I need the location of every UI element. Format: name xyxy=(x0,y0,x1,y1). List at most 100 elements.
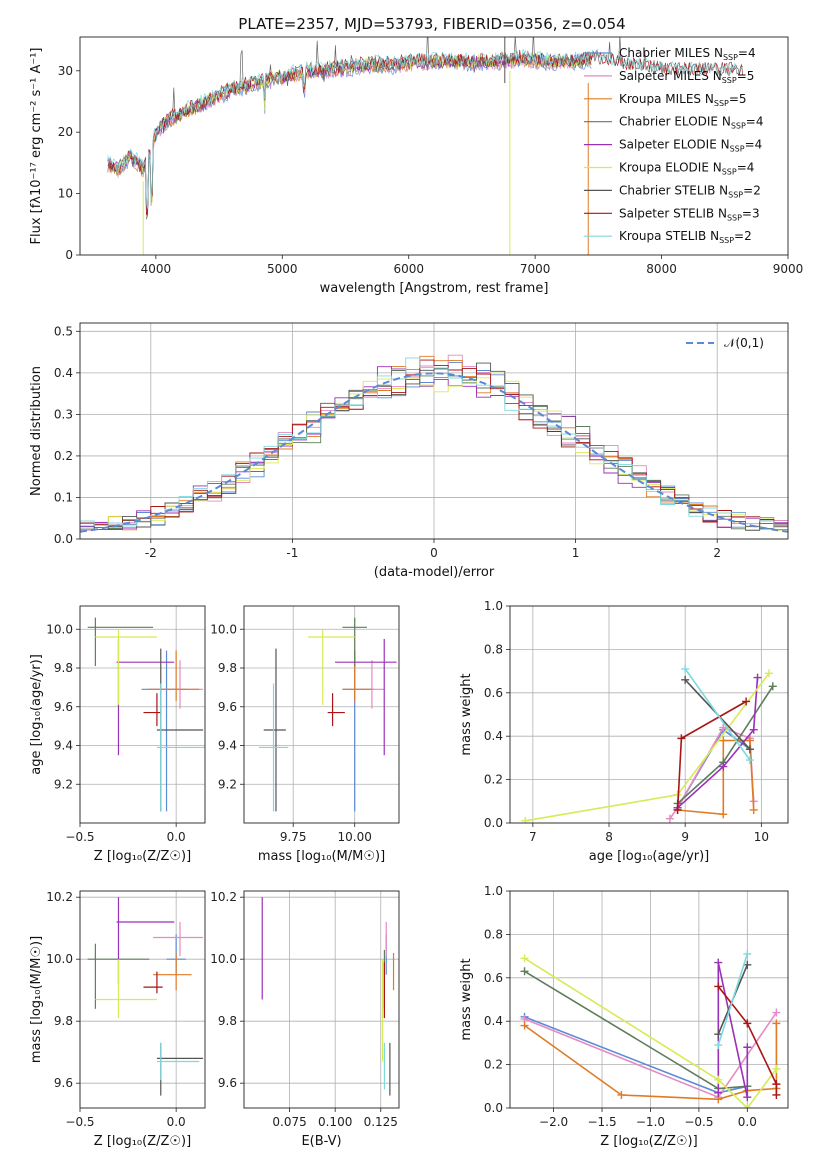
legend-name: Kroupa STELIB xyxy=(619,229,710,243)
y-tick-label: 9.4 xyxy=(54,739,73,753)
y-axis-label: Flux [fλ10⁻¹⁷ erg cm⁻² s⁻¹ A⁻¹] xyxy=(29,48,44,245)
axes-frame xyxy=(243,605,400,824)
spectrum-line-3 xyxy=(107,53,592,217)
legend-name: Kroupa MILES xyxy=(619,92,705,106)
y-tick-label: 9.6 xyxy=(54,1076,73,1090)
gridlines xyxy=(79,606,205,823)
spectrum-line-2 xyxy=(107,54,592,209)
series-marker xyxy=(520,1021,529,1030)
plot-area xyxy=(520,949,781,1108)
legend-n: N xyxy=(719,183,728,197)
y-axis-label: mass weight xyxy=(459,958,474,1040)
x-tick-label: 8000 xyxy=(646,262,677,276)
x-tick-label: 0.0 xyxy=(738,1115,757,1129)
legend-name: Chabrier ELODIE xyxy=(619,115,722,129)
y-tick-label: 9.6 xyxy=(218,1076,237,1090)
legend-name: Chabrier STELIB xyxy=(619,183,719,197)
y-tick-label: 1.0 xyxy=(484,599,503,613)
series-marker xyxy=(521,816,530,823)
y-tick-label: 0.2 xyxy=(484,773,503,787)
gridlines xyxy=(510,890,788,1109)
y-tick-label: 9.6 xyxy=(218,700,237,714)
x-tick-label: 1 xyxy=(572,546,580,560)
y-tick-label: 0.8 xyxy=(484,642,503,656)
errorbar-point xyxy=(357,660,385,709)
series-marker xyxy=(768,682,777,691)
legend-nssp: 5 xyxy=(747,69,755,83)
errorbar-point xyxy=(156,1042,200,1081)
figure-title: PLATE=2357, MJD=53793, FIBERID=0356, z=0… xyxy=(238,15,625,33)
errorbar-point xyxy=(143,693,161,727)
y-tick-label: 0.4 xyxy=(484,1014,503,1028)
legend-sub: SSP xyxy=(727,213,742,222)
axes-frame xyxy=(509,890,789,1109)
errorbar-point xyxy=(342,617,368,667)
series-marker xyxy=(520,967,529,976)
x-tick-label: 0.075 xyxy=(272,1115,306,1129)
series-marker xyxy=(617,1090,626,1099)
plot-area xyxy=(80,354,788,533)
legend-nssp: 3 xyxy=(752,206,760,220)
x-tick-label: 9000 xyxy=(773,262,804,276)
spectrum-line-5 xyxy=(107,51,592,218)
y-axis-label: age [log₁₀(age/yr)] xyxy=(29,654,44,775)
legend-sub: SSP xyxy=(731,122,746,131)
errorbar-point xyxy=(307,629,355,705)
legend-sub: SSP xyxy=(714,99,729,108)
series-marker xyxy=(714,982,723,991)
x-axis-label: (data-model)/error xyxy=(374,565,495,580)
x-axis-label: mass [log₁₀(M/M☉)] xyxy=(258,849,385,864)
legend-sub: SSP xyxy=(730,145,745,154)
panel-spectrum: 4000 5000 6000 7000 8000 9000 0 10 20 30 wavelengt… xyxy=(29,36,804,296)
legend-sub: SSP xyxy=(728,190,743,199)
x-tick-label: 0.100 xyxy=(318,1115,352,1129)
legend-sub: SSP xyxy=(723,53,738,62)
x-axis-label: Z [log₁₀(Z/Z☉)] xyxy=(94,1134,191,1149)
legend-label: Kroupa MILES NSSP=5 xyxy=(619,92,747,108)
errorbar-point xyxy=(116,638,175,756)
series-marker xyxy=(764,669,773,678)
series-marker xyxy=(719,762,728,771)
y-tick-label: 0.6 xyxy=(484,686,503,700)
series-marker xyxy=(743,1104,752,1108)
plot-area xyxy=(87,617,205,812)
legend-label: Chabrier STELIB NSSP=2 xyxy=(619,183,761,199)
x-axis-label: Z [log₁₀(Z/Z☉)] xyxy=(600,1134,697,1149)
y-tick-label: 9.8 xyxy=(218,1014,237,1028)
series-line-4 xyxy=(677,677,759,809)
legend-eq: = xyxy=(734,229,744,243)
x-tick-label: 6000 xyxy=(393,262,424,276)
y-tick-label: 10.0 xyxy=(210,952,237,966)
errorbar-point xyxy=(342,650,375,812)
spectrum-line-0 xyxy=(107,55,592,220)
legend-nssp: 4 xyxy=(756,115,764,129)
legend-eq: = xyxy=(745,138,755,152)
gridlines xyxy=(244,891,399,1108)
x-tick-label: 9 xyxy=(681,830,689,844)
x-tick-label: 10.00 xyxy=(338,830,372,844)
panel-age_vs_mass: 9.75 10.00 9.2 9.4 9.6 9.8 10.0 mass [log₁₀(M/M… xyxy=(210,605,400,864)
series-marker xyxy=(745,756,754,765)
errorbar-point xyxy=(95,629,157,705)
y-axis-label: Normed distribution xyxy=(29,366,44,496)
legend-n: N xyxy=(710,229,719,243)
y-tick-label: 9.8 xyxy=(54,661,73,675)
series-line-8 xyxy=(717,953,749,1046)
errorbar-point xyxy=(156,1042,204,1096)
panel-weight_vs_Z: −2.0 −1.5 −1.0 −0.5 0.0 0.0 0.2 0.4 0.6 0.8 1.0 Z [… xyxy=(459,884,789,1149)
errorbar-point xyxy=(153,922,204,957)
normal-curve xyxy=(80,372,788,533)
legend-label: Salpeter ELODIE NSSP=4 xyxy=(619,138,762,154)
y-tick-label: 0.6 xyxy=(484,971,503,985)
legend-sub: SSP xyxy=(722,168,737,177)
x-axis-label: age [log₁₀(age/yr)] xyxy=(589,849,710,864)
y-tick-label: 9.6 xyxy=(54,700,73,714)
x-tick-label: −0.5 xyxy=(65,1115,94,1129)
legend-n: N xyxy=(722,115,731,129)
axes-frame xyxy=(79,605,206,824)
panel-mass_vs_ebv: 0.075 0.100 0.125 9.6 9.8 10.0 10.2 E(B-V) xyxy=(210,890,400,1149)
x-tick-label: -2 xyxy=(145,546,157,560)
spectrum-line-1 xyxy=(107,54,592,215)
histogram-5 xyxy=(80,372,788,532)
panel-residuals: -2 -1 0 1 2 0.0 0.1 0.2 0.3 0.4 0.5 (data-model)/er… xyxy=(29,322,789,580)
